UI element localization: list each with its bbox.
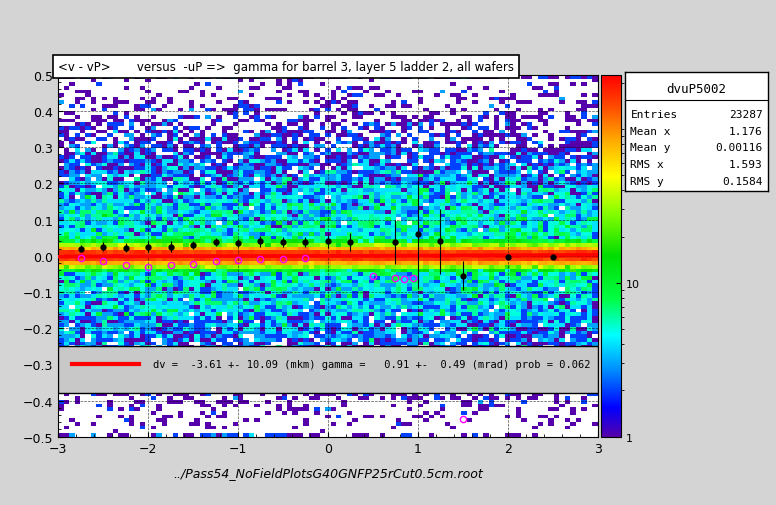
Text: <v - vP>       versus  -uP =>  gamma for barrel 3, layer 5 ladder 2, all wafers: <v - vP> versus -uP => gamma for barrel … [58, 61, 514, 74]
Text: Entries: Entries [630, 110, 677, 120]
X-axis label: ../Pass54_NoFieldPlotsG40GNFP25rCut0.5cm.root: ../Pass54_NoFieldPlotsG40GNFP25rCut0.5cm… [173, 466, 483, 479]
Text: RMS x: RMS x [630, 160, 664, 170]
Text: 1.593: 1.593 [729, 160, 763, 170]
Text: dv =  -3.61 +- 10.09 (mkm) gamma =   0.91 +-  0.49 (mrad) prob = 0.062: dv = -3.61 +- 10.09 (mkm) gamma = 0.91 +… [153, 360, 590, 370]
Text: 1.176: 1.176 [729, 126, 763, 136]
Text: Mean x: Mean x [630, 126, 671, 136]
Text: 0.1584: 0.1584 [722, 176, 763, 186]
Text: Mean y: Mean y [630, 143, 671, 153]
Text: 0.00116: 0.00116 [715, 143, 763, 153]
Bar [58, 346, 598, 393]
Text: RMS y: RMS y [630, 176, 664, 186]
Text: dvuP5002: dvuP5002 [667, 83, 726, 95]
Text: 23287: 23287 [729, 110, 763, 120]
